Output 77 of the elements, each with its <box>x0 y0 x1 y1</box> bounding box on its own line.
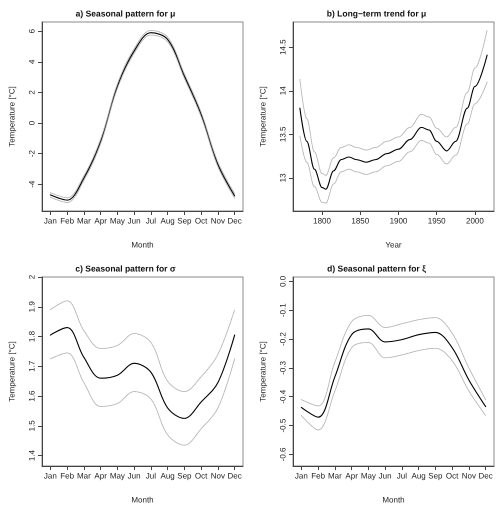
y-tick-label: 1.9 <box>28 300 36 312</box>
x-tick-label: May <box>360 472 376 480</box>
y-tick-label: 14.5 <box>278 38 288 56</box>
y-tick-label: -0.3 <box>278 360 288 375</box>
x-tick-label: Feb <box>60 216 75 226</box>
x-tick-label: May <box>110 216 125 226</box>
y-tick-label: 1.5 <box>28 420 36 432</box>
x-tick-label: Apr <box>94 216 108 226</box>
y-tick-label: 13.5 <box>278 126 288 142</box>
y-tick-label: 0 <box>28 120 36 126</box>
y-axis-title: Temperature [°C] <box>258 86 268 147</box>
x-tick-label: 2000 <box>466 216 484 226</box>
x-tick-label: Jan <box>44 216 57 226</box>
x-tick-label: Dec <box>228 216 242 226</box>
y-tick-label: 2 <box>28 274 36 280</box>
y-tick-label: -2 <box>28 150 36 158</box>
x-tick-label: Oct <box>194 472 208 480</box>
y-tick-label: -4 <box>28 180 36 188</box>
y-axis-title: Temperature [°C] <box>258 341 268 402</box>
y-tick-label: -0.1 <box>278 302 288 318</box>
y-axis-title: Temperature [°C] <box>8 86 16 147</box>
x-tick-label: Dec <box>478 472 493 480</box>
chart-title: b) Long−term trend for μ <box>326 8 426 18</box>
x-tick-label: Jul <box>146 216 156 226</box>
x-tick-label: 1850 <box>351 216 370 226</box>
y-tick-label: 1.8 <box>28 330 36 342</box>
x-tick-label: 1950 <box>428 216 446 226</box>
chart-title: d) Seasonal pattern for ξ <box>327 264 426 274</box>
x-tick-label: Dec <box>228 472 242 480</box>
y-tick-label: 1.4 <box>28 449 36 462</box>
x-tick-label: Jan <box>294 472 308 480</box>
x-tick-label: Apr <box>345 472 358 480</box>
y-tick-label: 2 <box>28 90 36 95</box>
x-tick-label: 1900 <box>390 216 408 226</box>
x-tick-label: Aug <box>160 216 175 226</box>
x-axis-title: Month <box>131 496 154 504</box>
x-tick-label: Oct <box>194 216 208 226</box>
y-tick-label: 13 <box>278 172 288 182</box>
x-tick-label: Aug <box>412 472 426 480</box>
x-tick-label: Sep <box>177 216 192 226</box>
chart-title: c) Seasonal pattern for σ <box>75 264 176 274</box>
x-axis-title: Year <box>385 240 402 250</box>
x-tick-label: Mar <box>76 216 92 226</box>
x-tick-label: Jan <box>44 472 57 480</box>
x-tick-label: May <box>110 472 125 480</box>
x-tick-label: Feb <box>60 472 75 480</box>
x-tick-label: Feb <box>311 472 326 480</box>
chart-title: a) Seasonal pattern for μ <box>76 8 176 18</box>
x-tick-label: Nov <box>210 216 225 226</box>
y-tick-label: -0.5 <box>278 418 288 432</box>
x-tick-label: Jun <box>128 472 141 480</box>
x-tick-label: Nov <box>462 472 476 480</box>
x-tick-label: Sep <box>428 472 444 480</box>
y-tick-label: 6 <box>28 28 36 34</box>
x-tick-label: Aug <box>160 472 175 480</box>
x-tick-label: Jul <box>146 472 156 480</box>
x-axis-title: Month <box>382 496 405 504</box>
x-tick-label: Apr <box>94 472 108 480</box>
y-tick-label: 14 <box>278 86 288 96</box>
y-tick-label: 1.7 <box>28 360 36 372</box>
y-tick-label: -0.4 <box>278 389 288 404</box>
x-tick-label: Jul <box>396 472 408 480</box>
y-axis-title: Temperature [°C] <box>8 341 16 402</box>
y-tick-label: -0.6 <box>278 447 288 462</box>
y-tick-label: -0.2 <box>278 332 288 346</box>
y-tick-label: 0.0 <box>278 275 288 287</box>
x-tick-label: Sep <box>177 472 192 480</box>
y-tick-label: 4 <box>28 59 36 64</box>
x-axis-title: Month <box>131 240 154 250</box>
x-tick-label: 1800 <box>313 216 332 226</box>
y-tick-label: 1.6 <box>28 390 36 402</box>
x-tick-label: Oct <box>446 472 460 480</box>
x-tick-label: Mar <box>328 472 342 480</box>
x-tick-label: Mar <box>76 472 92 480</box>
x-tick-label: Nov <box>210 472 225 480</box>
x-tick-label: Jun <box>378 472 392 480</box>
x-tick-label: Jun <box>128 216 141 226</box>
